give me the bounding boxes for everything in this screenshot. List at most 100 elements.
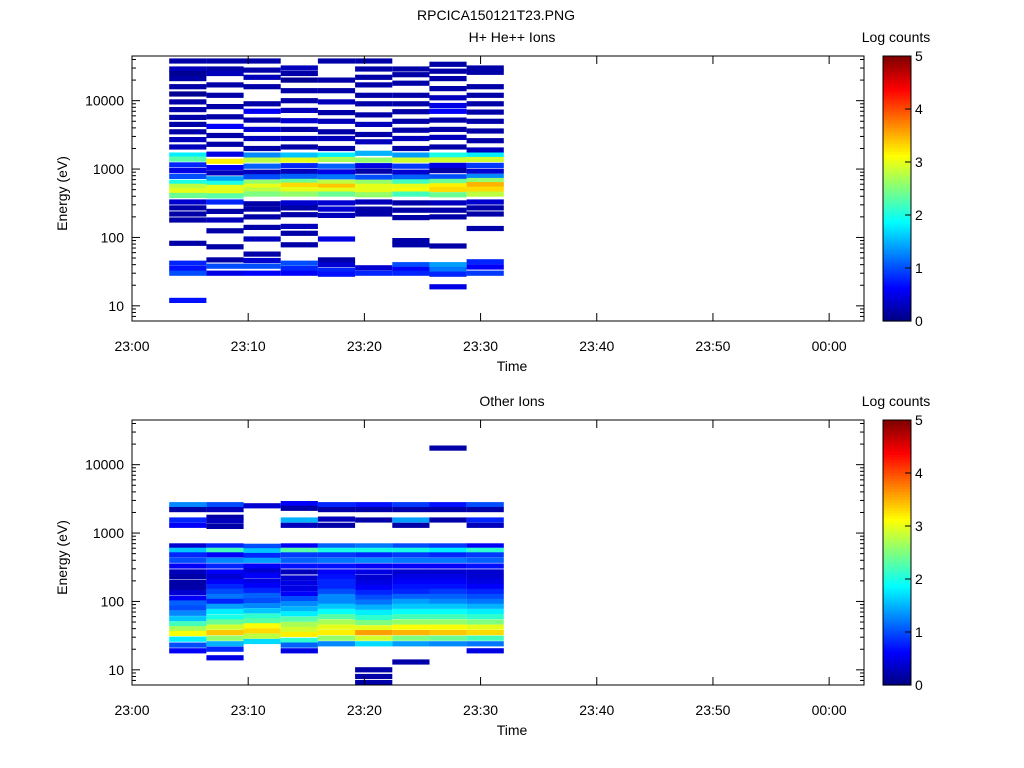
heatmap-cell	[206, 619, 244, 625]
heatmap-cell	[243, 183, 281, 189]
colorbar-segment	[883, 249, 911, 253]
colorbar-segment	[883, 441, 911, 445]
heatmap-cell	[317, 191, 356, 197]
heatmap-cell	[392, 603, 430, 609]
heatmap-cell	[429, 126, 467, 132]
heatmap-cell	[206, 158, 244, 164]
heatmap-cell	[317, 547, 356, 553]
heatmap-cell	[280, 212, 318, 218]
heatmap-cell	[206, 217, 244, 223]
colorbar-segment	[883, 111, 911, 115]
colorbar-segment	[883, 254, 911, 258]
heatmap-cell	[392, 66, 430, 72]
colorbar-segment	[883, 557, 911, 562]
figure-title: RPCICA150121T23.PNG	[417, 7, 575, 23]
heatmap-cell	[466, 84, 504, 90]
x-axis-label: Time	[497, 722, 528, 738]
colorbar-segment	[883, 502, 911, 506]
heatmap-cell	[169, 636, 207, 642]
colorbar-segment	[883, 629, 911, 633]
heatmap-cell	[169, 168, 207, 174]
colorbar-frame	[882, 55, 912, 322]
colorbar-segment	[883, 507, 911, 511]
heatmap-cell	[392, 127, 430, 133]
heatmap-cell	[466, 552, 504, 558]
heatmap-cell	[466, 199, 504, 205]
heatmap-cell	[169, 84, 207, 90]
y-axis-ticks	[132, 58, 864, 322]
colorbar-segment	[883, 645, 911, 649]
heatmap-cell	[317, 88, 356, 94]
heatmap-cell	[243, 187, 281, 193]
heatmap-cell	[429, 630, 467, 636]
heatmap-cell	[243, 157, 281, 163]
colorbar-segment	[883, 156, 911, 160]
heatmap-cell	[169, 557, 207, 563]
heatmap-cell	[206, 199, 244, 205]
heatmap-cell	[169, 173, 207, 179]
colorbar-segment	[883, 268, 911, 272]
colorbar-segment	[883, 544, 911, 548]
heatmap-cell	[206, 523, 244, 529]
heatmap-cell	[429, 68, 467, 74]
heatmap-cell	[392, 118, 430, 124]
heatmap-cell	[317, 563, 356, 569]
heatmap-cell	[206, 165, 244, 171]
colorbar-segment	[883, 624, 911, 628]
colorbar-segment	[883, 499, 911, 503]
colorbar-segment	[883, 260, 911, 264]
colorbar-segment	[883, 549, 911, 554]
heatmap-cell	[169, 99, 207, 105]
heatmap-cell	[169, 648, 207, 654]
heatmap-cell	[280, 648, 318, 654]
heatmap-cell	[317, 588, 356, 594]
colorbar-segment	[883, 177, 911, 182]
heatmap-cell	[280, 205, 318, 211]
colorbar-segment	[883, 244, 911, 248]
heatmap-cell	[169, 502, 207, 508]
heatmap-cell	[392, 659, 430, 665]
heatmap-cell	[392, 588, 430, 594]
heatmap-cell	[392, 507, 430, 513]
colorbar-segment	[883, 425, 911, 429]
colorbar-segment	[883, 465, 911, 469]
colorbar-segment	[883, 634, 911, 638]
heatmap-cell	[355, 199, 393, 205]
heatmap-cell	[206, 114, 244, 120]
colorbar-label: Log counts	[862, 393, 931, 409]
colorbar-segment	[883, 669, 911, 673]
heatmap-cell	[206, 176, 244, 182]
heatmap-cell	[243, 163, 281, 169]
heatmap-cell	[206, 547, 244, 553]
colorbar-segment	[883, 291, 911, 296]
colorbar-segment	[883, 435, 911, 440]
heatmap-cell	[280, 606, 318, 612]
colorbar-segment	[883, 281, 911, 285]
colorbar-segment	[883, 278, 911, 282]
plot-frame	[131, 419, 865, 686]
colorbar-segment	[883, 103, 911, 107]
colorbar-segment	[883, 491, 911, 495]
heatmap-cell	[317, 58, 356, 64]
x-axis-label: Time	[497, 358, 528, 374]
heatmap-cell	[355, 270, 393, 276]
heatmap-cell	[280, 107, 318, 113]
colorbar-tick-label: 4	[915, 465, 923, 481]
heatmap-cell	[206, 123, 244, 129]
heatmap-cell	[392, 630, 430, 636]
colorbar-label: Log counts	[862, 29, 931, 45]
heatmap-cell	[280, 642, 318, 648]
colorbar-segment	[883, 109, 911, 113]
heatmap-cell	[206, 518, 244, 524]
heatmap-cell	[206, 70, 244, 77]
colorbar-segment	[883, 483, 911, 487]
colorbar: 0 1 2 3 4 5 Log counts	[862, 29, 931, 329]
heatmap-cell	[392, 242, 430, 248]
colorbar-segment	[883, 608, 911, 612]
heatmap-cell	[317, 609, 356, 615]
heatmap-cell	[429, 95, 467, 101]
colorbar-segment	[883, 520, 911, 524]
heatmap-cell	[466, 641, 504, 647]
colorbar-segment	[883, 632, 911, 636]
heatmap-cell	[169, 547, 207, 553]
